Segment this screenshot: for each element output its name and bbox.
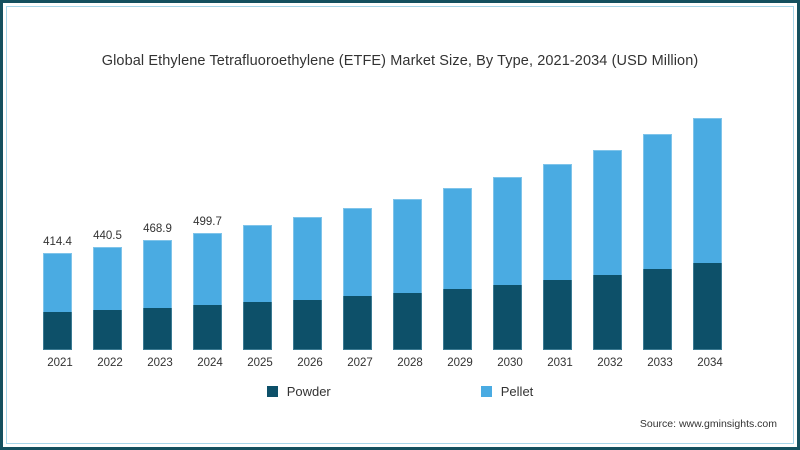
- stacked-bar[interactable]: [243, 225, 272, 350]
- chart-legend: Powder Pellet: [9, 384, 791, 399]
- chart-title: Global Ethylene Tetrafluoroethylene (ETF…: [101, 53, 699, 69]
- bar-segment-pellet[interactable]: [693, 118, 722, 263]
- stacked-bar[interactable]: [493, 177, 522, 350]
- legend-label-powder: Powder: [286, 384, 331, 399]
- x-axis-tick-label: 2030: [497, 357, 523, 369]
- x-axis-tick-label: 2032: [597, 357, 623, 369]
- pellet-swatch-icon: [480, 386, 492, 397]
- bar-segment-pellet[interactable]: [143, 240, 172, 308]
- bar-segment-pellet[interactable]: [343, 208, 372, 296]
- bar-segment-powder[interactable]: [543, 280, 572, 350]
- bar-segment-pellet[interactable]: [493, 177, 522, 285]
- bar-segment-powder[interactable]: [243, 302, 272, 350]
- legend-label-pellet: Pellet: [500, 384, 534, 399]
- source-attribution: Source: www.gminsights.com: [639, 418, 777, 430]
- stacked-bar[interactable]: 468.9: [143, 223, 172, 350]
- x-axis-tick-label: 2028: [397, 357, 423, 369]
- bar-segment-pellet[interactable]: [593, 150, 622, 275]
- bar-segment-pellet[interactable]: [43, 253, 72, 312]
- stacked-bar[interactable]: [693, 118, 722, 350]
- x-axis-tick-label: 2025: [247, 357, 273, 369]
- x-axis-tick-label: 2034: [697, 357, 723, 369]
- bar-segment-pellet[interactable]: [393, 199, 422, 293]
- stacked-bar[interactable]: [443, 188, 472, 350]
- bar-value-label: 499.7: [193, 216, 222, 228]
- x-axis-tick-label: 2024: [197, 357, 223, 369]
- stacked-bar[interactable]: 440.5: [93, 230, 122, 350]
- stacked-bar[interactable]: [593, 150, 622, 350]
- x-axis-tick-label: 2023: [147, 357, 173, 369]
- stacked-bar[interactable]: 499.7: [193, 216, 222, 350]
- bar-segment-powder[interactable]: [393, 293, 422, 350]
- x-axis-tick-label: 2029: [447, 357, 473, 369]
- x-axis-tick-label: 2022: [97, 357, 123, 369]
- bar-segment-powder[interactable]: [693, 263, 722, 350]
- bar-segment-powder[interactable]: [343, 296, 372, 350]
- bar-segment-powder[interactable]: [293, 300, 322, 350]
- stacked-bar[interactable]: [343, 208, 372, 350]
- x-axis-tick-label: 2031: [547, 357, 573, 369]
- bar-segment-powder[interactable]: [43, 312, 72, 350]
- bar-segment-powder[interactable]: [143, 308, 172, 350]
- bar-segment-powder[interactable]: [93, 310, 122, 350]
- powder-swatch-icon: [266, 386, 278, 397]
- stacked-bar-series: 414.4 2021 440.5 2022 468.9 2023 499.7 2024 2025…: [9, 9, 791, 441]
- bar-segment-pellet[interactable]: [243, 225, 272, 302]
- x-axis-tick-label: 2027: [347, 357, 373, 369]
- bar-segment-powder[interactable]: [493, 285, 522, 350]
- stacked-bar[interactable]: 414.4: [43, 236, 72, 350]
- bar-segment-powder[interactable]: [443, 289, 472, 350]
- bar-value-label: 440.5: [93, 230, 122, 242]
- bar-segment-pellet[interactable]: [543, 164, 572, 280]
- bar-segment-pellet[interactable]: [443, 188, 472, 289]
- legend-item-pellet[interactable]: Pellet: [480, 384, 534, 399]
- chart-plot-area: Global Ethylene Tetrafluoroethylene (ETF…: [9, 9, 791, 441]
- x-axis-tick-label: 2021: [47, 357, 73, 369]
- bar-segment-powder[interactable]: [193, 305, 222, 350]
- legend-item-powder[interactable]: Powder: [266, 384, 331, 399]
- stacked-bar[interactable]: [643, 134, 672, 350]
- bar-segment-powder[interactable]: [643, 269, 672, 350]
- stacked-bar[interactable]: [293, 217, 322, 350]
- bar-segment-pellet[interactable]: [193, 233, 222, 305]
- bar-segment-pellet[interactable]: [93, 247, 122, 310]
- x-axis-tick-label: 2026: [297, 357, 323, 369]
- bar-value-label: 414.4: [43, 236, 72, 248]
- bar-segment-powder[interactable]: [593, 275, 622, 350]
- bar-segment-pellet[interactable]: [643, 134, 672, 269]
- stacked-bar[interactable]: [393, 199, 422, 350]
- stacked-bar[interactable]: [543, 164, 572, 350]
- bar-value-label: 468.9: [143, 223, 172, 235]
- x-axis-tick-label: 2033: [647, 357, 673, 369]
- bar-segment-pellet[interactable]: [293, 217, 322, 300]
